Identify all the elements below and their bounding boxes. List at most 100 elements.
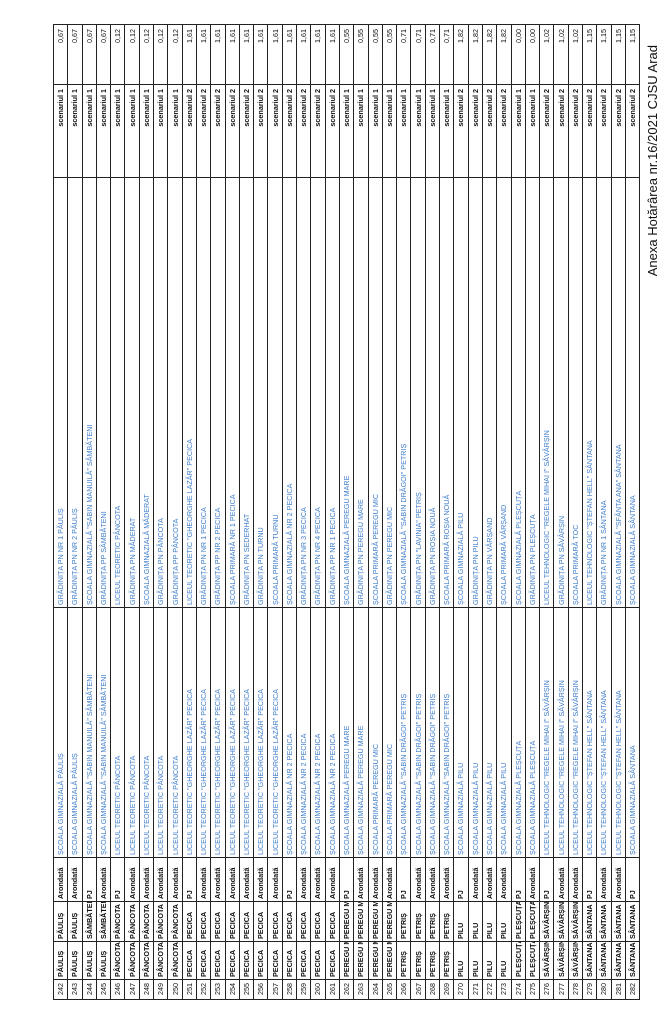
school-unit-cell: ȘCOALA GIMNAZIALĂ PEREGU MARE [339, 177, 354, 608]
school-unit-cell: GRĂDINIȚA PN PÂNCOTA [153, 177, 168, 608]
row-number: 272 [482, 979, 497, 1000]
locality-cell: PÂNCOTA [110, 901, 125, 942]
status-cell: PJ [110, 857, 125, 902]
school-unit-cell: GRĂDINIȚA PP PÂNCOTA [167, 177, 183, 608]
rate-cell: 1,61 [282, 24, 297, 85]
locality-cell: PÂNCOTA [139, 901, 154, 942]
row-number: 259 [296, 979, 311, 1000]
scenario-cell: scenariul 1 [339, 84, 354, 178]
locality-cell: PILU [496, 901, 511, 942]
row-number: 243 [67, 979, 83, 1000]
legal-unit-cell: LICEUL TEHNOLOGIC "ȘTEFAN HELL" SÂNTANA [596, 607, 612, 858]
legal-unit-cell: LICEUL TEORETIC "GHEORGHE LAZĂR" PECICA [267, 607, 283, 858]
table-row: 255 PECICA PECICA Arondată LICEUL TEORETIC "… [239, 24, 254, 1000]
rate-cell: 1,15 [625, 24, 640, 85]
school-unit-cell: GRĂDINIȚA PN SEDERHAT [239, 177, 254, 608]
status-cell: Arondată [325, 857, 340, 902]
status-cell: PJ [82, 857, 97, 902]
school-unit-cell: GRĂDINIȚA PN NR 4 PECICA [310, 177, 326, 608]
table-row: 249 PÂNCOTA PÂNCOTA Arondată LICEUL TEORETIC… [153, 24, 168, 1000]
locality-cell: PILU [453, 901, 469, 942]
row-number: 246 [110, 979, 125, 1000]
school-unit-cell: GRĂDINIȚA PN VĂRȘAND [482, 177, 497, 608]
scenario-cell: scenariul 2 [282, 84, 297, 178]
legal-unit-cell: ȘCOALA GIMNAZIALĂ PĂULIȘ [67, 607, 83, 858]
locality-cell: PETRIȘ [439, 901, 454, 942]
locality-cell: PEREGU MIC [382, 901, 397, 942]
table-row: 271 PILU PILU Arondată ȘCOALA GIMNAZIALĂ PIL… [468, 24, 483, 1000]
rate-cell: 0,55 [339, 24, 354, 85]
status-cell: PJ [396, 857, 411, 902]
legal-unit-cell: LICEUL TEHNOLOGIC "ȘTEFAN HELL" SÂNTANA [611, 607, 626, 858]
school-unit-cell: GRĂDINIȚA PN PILU [468, 177, 483, 608]
rate-cell: 1,82 [453, 24, 469, 85]
row-number: 257 [267, 979, 283, 1000]
rate-cell: 1,02 [568, 24, 583, 85]
status-cell: Arondată [482, 857, 497, 902]
row-number: 279 [582, 979, 597, 1000]
legal-unit-cell: LICEUL TEORETIC PÂNCOTA [124, 607, 140, 858]
scenario-cell: scenariul 1 [82, 84, 97, 178]
commune-cell: PÂNCOTA [124, 941, 140, 980]
legal-unit-cell: ȘCOALA GIMNAZIALĂ PILU [453, 607, 469, 858]
commune-cell: PECICA [182, 941, 197, 980]
rate-cell: 1,82 [468, 24, 483, 85]
scenario-cell: scenariul 2 [267, 84, 283, 178]
status-cell: Arondată [167, 857, 183, 902]
rate-cell: 1,61 [196, 24, 211, 85]
row-number: 276 [539, 979, 554, 1000]
rate-cell: 1,61 [310, 24, 326, 85]
scenario-cell: scenariul 1 [124, 84, 140, 178]
commune-cell: PĂULIȘ [67, 941, 83, 980]
rate-cell: 1,61 [225, 24, 240, 85]
rate-cell: 0,55 [353, 24, 369, 85]
table-row: 257 PECICA PECICA Arondată LICEUL TEORETIC "… [267, 24, 283, 1000]
school-unit-cell: GRĂDINIȚA PP NR 2 PECICA [210, 177, 226, 608]
school-unit-cell: ȘCOALA GIMNAZIALĂ PLEȘCUȚA [511, 177, 526, 608]
commune-cell: SĂVÂRȘIN [553, 941, 569, 980]
rate-cell: 0,67 [96, 24, 111, 85]
commune-cell: PECICA [267, 941, 283, 980]
school-unit-cell: ȘCOALA GIMNAZIALĂ "SFÂNTA ANA" SÂNTANA [611, 177, 626, 608]
table-row: 278 SĂVÂRȘIN SĂVÂRȘIN Arondată LICEUL TEHNOL… [568, 24, 583, 1000]
school-unit-cell: LICEUL TEORETIC PÂNCOTA [110, 177, 125, 608]
school-unit-cell: GRĂDINIȚA PN NR 2 PĂULIȘ [67, 177, 83, 608]
table-row: 256 PECICA PECICA Arondată LICEUL TEORETIC "… [253, 24, 268, 1000]
row-number: 249 [153, 979, 168, 1000]
table-row: 282 SÂNTANA SÂNTANA PJ ȘCOALA GIMNAZIALĂ SÂN… [625, 24, 640, 1000]
school-unit-cell: ȘCOALA GIMNAZIALĂ SÂNTANA [625, 177, 640, 608]
scenario-cell: scenariul 2 [253, 84, 268, 178]
school-unit-cell: LICEUL TEHNOLOGIC "ȘTEFAN HELL" SÂNTANA [582, 177, 597, 608]
locality-cell: PETRIȘ [425, 901, 440, 942]
rate-cell: 1,61 [182, 24, 197, 85]
row-number: 260 [310, 979, 326, 1000]
status-cell: Arondată [296, 857, 311, 902]
row-number: 273 [496, 979, 511, 1000]
table-row: 268 PETRIȘ PETRIȘ Arondată ȘCOALA GIMNAZIALĂ… [425, 24, 440, 1000]
rate-cell: 0,12 [139, 24, 154, 85]
scenario-cell: scenariul 1 [368, 84, 383, 178]
status-cell: PJ [282, 857, 297, 902]
table-row: 258 PECICA PECICA PJ ȘCOALA GIMNAZIALĂ NR 2 … [282, 24, 297, 1000]
status-cell: Arondată [439, 857, 454, 902]
locality-cell: PÂNCOTA [124, 901, 140, 942]
locality-cell: SÂMBĂTENI [82, 901, 97, 942]
table-row: 269 PETRIȘ PETRIȘ Arondată ȘCOALA GIMNAZIALĂ… [439, 24, 454, 1000]
scenario-cell: scenariul 1 [425, 84, 440, 178]
status-cell: Arondată [239, 857, 254, 902]
rate-cell: 0,12 [153, 24, 168, 85]
school-unit-cell: GRĂDINIȚA PN NR 1 PECICA [196, 177, 211, 608]
commune-cell: PILU [468, 941, 483, 980]
row-number: 267 [410, 979, 426, 1000]
scenario-cell: scenariul 2 [225, 84, 240, 178]
table-row: 281 SÂNTANA SÂNTANA Arondată LICEUL TEHNOLOG… [611, 24, 626, 1000]
scenario-cell: scenariul 1 [525, 84, 540, 178]
rate-cell: 1,02 [553, 24, 569, 85]
table-row: 270 PILU PILU PJ ȘCOALA GIMNAZIALĂ PILU ȘCOAL… [453, 24, 469, 1000]
table-row: 264 PEREGU MARE PEREGU MIC Arondată ȘCOALA P… [368, 24, 383, 1000]
scenario-cell: scenariul 1 [153, 84, 168, 178]
row-number: 263 [353, 979, 369, 1000]
commune-cell: PECICA [210, 941, 226, 980]
scenario-cell: scenariul 1 [53, 84, 68, 178]
table-row: 263 PEREGU MARE PEREGU MARE Arondată ȘCOALA … [353, 24, 369, 1000]
